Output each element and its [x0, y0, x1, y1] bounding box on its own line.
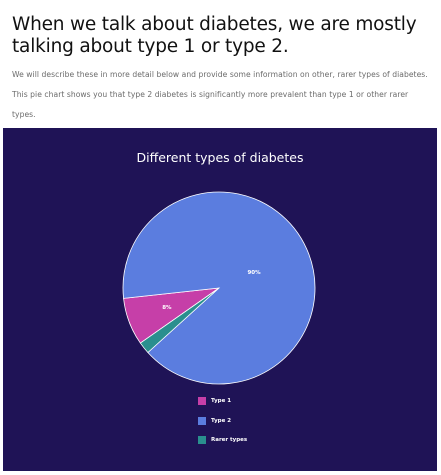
legend-label: Type 1: [211, 398, 232, 404]
page-heading: When we talk about diabetes, we are most…: [12, 14, 417, 57]
legend-item-type-2[interactable]: Type 2: [198, 416, 247, 426]
legend-swatch: [198, 397, 206, 405]
legend-item-rarer-types[interactable]: Rarer types: [198, 435, 247, 445]
legend-swatch: [198, 416, 206, 425]
legend-swatch: [198, 436, 206, 444]
legend-label: Type 2: [211, 417, 232, 424]
pie-slice-type-2[interactable]: [122, 191, 316, 385]
pie-chart: 8% 90%: [122, 191, 316, 385]
legend-item-type-1[interactable]: Type 1: [198, 396, 247, 406]
chart-title: Different types of diabetes: [136, 150, 304, 165]
chart-panel: Different types of diabetes 8% 90% Type 1…: [3, 128, 437, 471]
intro-text: We will describe these in more detail be…: [12, 70, 428, 119]
legend-label: Rarer types: [211, 437, 248, 443]
chart-legend: Type 1 Type 2 Rarer types: [198, 396, 247, 455]
pie-data-label: 90%: [247, 270, 261, 276]
pie-slice-rarer-types[interactable]: [139, 287, 220, 354]
pie-data-label: 8%: [162, 305, 172, 311]
